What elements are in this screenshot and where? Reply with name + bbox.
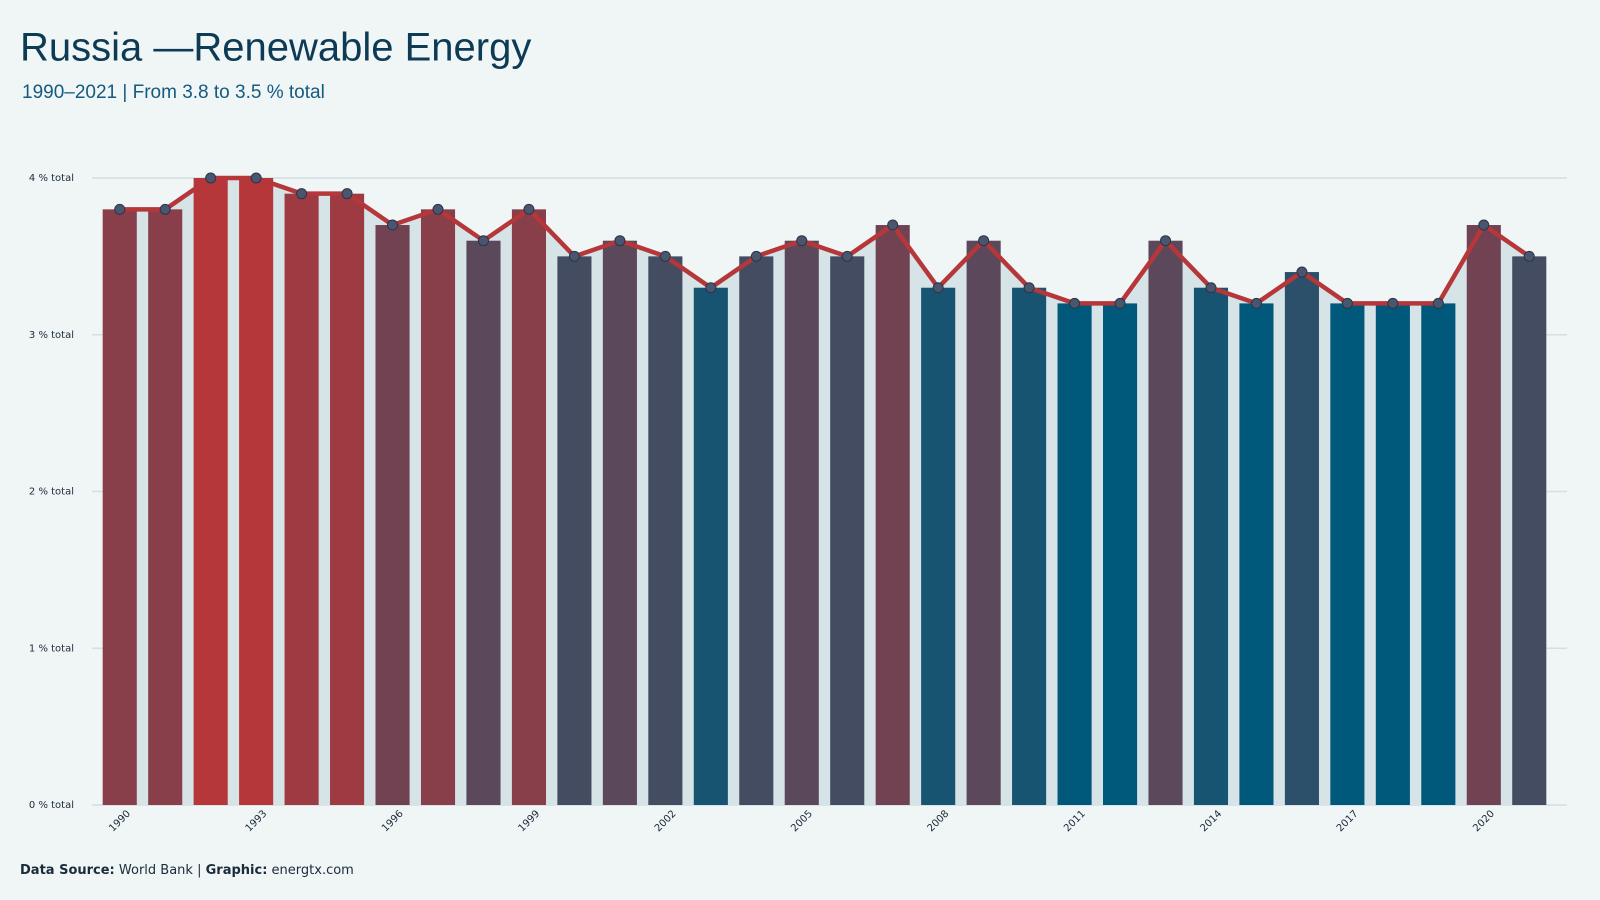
- marker: [296, 188, 308, 200]
- bar: [921, 287, 956, 806]
- bar: [966, 240, 1001, 805]
- bar: [693, 287, 728, 806]
- marker: [432, 203, 444, 215]
- marker: [1296, 266, 1308, 278]
- marker: [1023, 282, 1035, 294]
- bar: [193, 178, 228, 805]
- marker: [387, 219, 399, 231]
- marker: [932, 282, 944, 294]
- marker: [205, 172, 217, 184]
- marker: [1114, 297, 1126, 309]
- marker: [705, 282, 717, 294]
- bar: [557, 256, 592, 805]
- bar: [1102, 303, 1138, 805]
- bar: [739, 256, 774, 805]
- credit-label: Graphic:: [206, 863, 268, 878]
- marker: [1478, 219, 1490, 231]
- bar: [239, 178, 274, 805]
- bar: [330, 193, 365, 806]
- marker: [750, 250, 762, 262]
- marker: [887, 219, 899, 231]
- bar: [1466, 225, 1501, 805]
- marker: [659, 250, 671, 262]
- marker: [796, 235, 808, 247]
- bar: [830, 256, 865, 805]
- separator: |: [197, 863, 201, 878]
- bar: [602, 240, 637, 805]
- bar: [784, 240, 819, 805]
- marker: [477, 235, 489, 247]
- y-tick-label: 2 % total: [29, 487, 74, 498]
- bar: [420, 209, 456, 806]
- y-tick-label: 0 % total: [29, 800, 74, 811]
- y-tick-label: 3 % total: [29, 330, 74, 341]
- bar: [102, 209, 137, 806]
- plot: 0 % total 1 % total 2 % total 3 % total 4 % …: [29, 172, 1567, 834]
- bar: [1012, 287, 1047, 806]
- bar: [375, 225, 410, 805]
- bar: [1284, 272, 1319, 805]
- marker: [614, 235, 626, 247]
- marker: [1432, 297, 1444, 309]
- marker: [1523, 250, 1535, 262]
- line: [119, 175, 1531, 306]
- marker: [1069, 297, 1081, 309]
- marker: [159, 203, 171, 215]
- source: World Bank: [119, 863, 194, 878]
- bar: [1421, 303, 1456, 805]
- credit: energtx.com: [272, 863, 354, 878]
- bar: [1375, 303, 1410, 805]
- y-tick-label: 1 % total: [29, 643, 74, 654]
- bar: [1193, 287, 1229, 806]
- marker: [568, 250, 580, 262]
- y-tick-label: 4 % total: [29, 173, 74, 184]
- bar: [511, 209, 547, 806]
- bar: [284, 193, 319, 806]
- footer: Data Source: World Bank | Graphic: energ…: [20, 863, 354, 878]
- marker: [978, 235, 990, 247]
- bar: [466, 240, 501, 805]
- bar: [1057, 303, 1092, 805]
- marker: [114, 203, 126, 215]
- bar: [1512, 256, 1547, 805]
- marker: [341, 188, 353, 200]
- marker: [1160, 235, 1172, 247]
- source-label: Data Source:: [20, 863, 115, 878]
- bar: [1239, 303, 1274, 805]
- marker: [1387, 297, 1399, 309]
- marker: [250, 172, 262, 184]
- marker: [523, 203, 535, 215]
- chart-title: Russia —Renewable Energy: [20, 26, 531, 70]
- chart-subtitle: 1990–2021 | From 3.8 to 3.5 % total: [22, 82, 325, 103]
- bar: [1148, 240, 1183, 805]
- marker: [1205, 282, 1217, 294]
- bar: [875, 225, 910, 805]
- marker: [1250, 297, 1262, 309]
- bar: [648, 256, 683, 805]
- marker: [841, 250, 853, 262]
- marker: [1341, 297, 1353, 309]
- bar: [1330, 303, 1365, 805]
- bar: [148, 209, 183, 806]
